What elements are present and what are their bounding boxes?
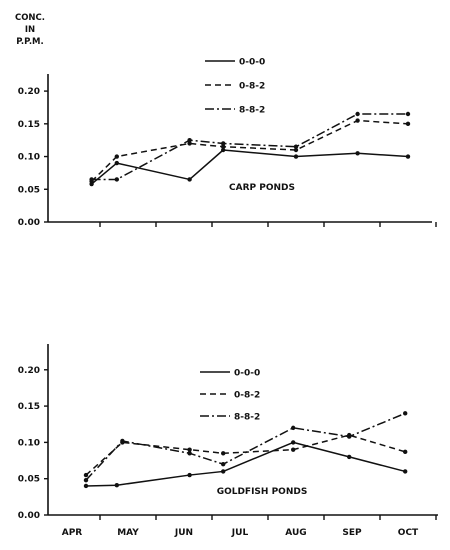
y-tick-label: 0.05 [18,185,40,195]
data-point-0-0-0 [221,469,226,474]
data-point-0-8-2 [114,154,120,159]
data-point-0-0-0 [347,454,352,460]
data-point-0-8-2 [221,451,226,456]
data-point-0-0-0 [291,440,296,445]
data-point-8-8-2 [114,177,120,182]
data-point-0-0-0 [187,177,192,182]
data-point-0-8-2 [83,472,89,478]
data-point-0-0-0 [114,160,120,166]
chart-title: CARP PONDS [229,183,295,193]
x-tick-label: APR [62,528,83,538]
data-point-0-8-2 [187,141,192,146]
x-tick-label: AUG [285,528,306,538]
data-point-0-0-0 [221,147,226,153]
x-tick-label: SEP [342,528,362,538]
y-tick-label: 0.05 [18,475,40,485]
legend-label: 0-8-2 [239,82,265,92]
data-point-0-8-2 [293,147,299,153]
data-point-0-0-0 [405,154,411,159]
data-point-0-8-2 [187,447,192,452]
legend-label: 0-8-2 [234,391,260,401]
data-point-0-8-2 [405,121,411,127]
goldfish-ponds-chart: 0.00 0.05 0.10 0.15 0.20 APR MAY JUN JUL AUG SEP OC… [18,344,438,538]
y-axis-label-line-1: CONC. [15,13,45,23]
y-tick-label: 0.15 [18,402,40,412]
series-line-0-8-2 [91,119,409,182]
legend-label: 8-8-2 [239,106,265,116]
y-tick-label: 0.20 [18,366,40,376]
y-tick-label: 0.15 [18,120,40,130]
data-point-8-8-2 [187,137,192,143]
y-axis-label: CONC. IN P.P.M. [15,13,45,47]
data-point-8-8-2 [347,434,352,439]
legend-label: 8-8-2 [234,413,260,423]
data-point-0-0-0 [114,483,120,488]
y-tick-label: 0.20 [18,87,40,97]
series-line-0-0-0 [91,149,409,185]
y-tick-label: 0.10 [18,438,40,448]
data-point-0-0-0 [187,472,192,478]
data-point-0-0-0 [355,151,360,156]
x-tick-label: JUL [231,528,249,538]
legend-label: 0-0-0 [239,58,265,68]
data-point-8-8-2 [83,477,89,483]
series-line-0-0-0 [85,441,406,487]
data-point-8-8-2 [403,411,408,416]
data-point-0-0-0 [403,469,408,474]
data-point-0-0-0 [293,154,299,159]
data-point-0-8-2 [291,447,296,452]
y-axis-label-line-3: P.P.M. [16,37,43,47]
data-point-0-8-2 [221,144,226,149]
y-tick-label: 0.10 [18,153,40,163]
data-point-8-8-2 [291,425,296,431]
data-point-0-8-2 [403,449,408,455]
carp-ponds-chart: 0.00 0.05 0.10 0.15 0.20 0-0-0 0-8-2 8-8-2 CARP … [18,58,437,228]
y-tick-label: 0.00 [18,511,40,521]
series-line-8-8-2 [85,412,406,481]
data-point-8-8-2 [405,111,411,117]
y-axis-label-line-2: IN [25,25,35,35]
chart-title: GOLDFISH PONDS [217,487,308,497]
y-tick-label: 0.00 [18,218,40,228]
data-point-0-0-0 [83,483,89,489]
data-point-8-8-2 [187,451,192,456]
data-point-0-8-2 [355,118,360,123]
legend-label: 0-0-0 [234,369,260,379]
data-point-8-8-2 [293,144,299,149]
data-point-8-8-2 [120,438,125,444]
series-line-0-8-2 [85,434,406,476]
x-tick-label: OCT [398,528,419,538]
data-point-8-8-2 [355,111,360,117]
x-tick-label: JUN [174,528,193,538]
data-point-8-8-2 [221,461,226,467]
series-line-8-8-2 [91,113,408,181]
data-point-8-8-2 [221,141,226,146]
x-tick-label: MAY [117,528,139,538]
data-point-8-8-2 [89,177,94,182]
